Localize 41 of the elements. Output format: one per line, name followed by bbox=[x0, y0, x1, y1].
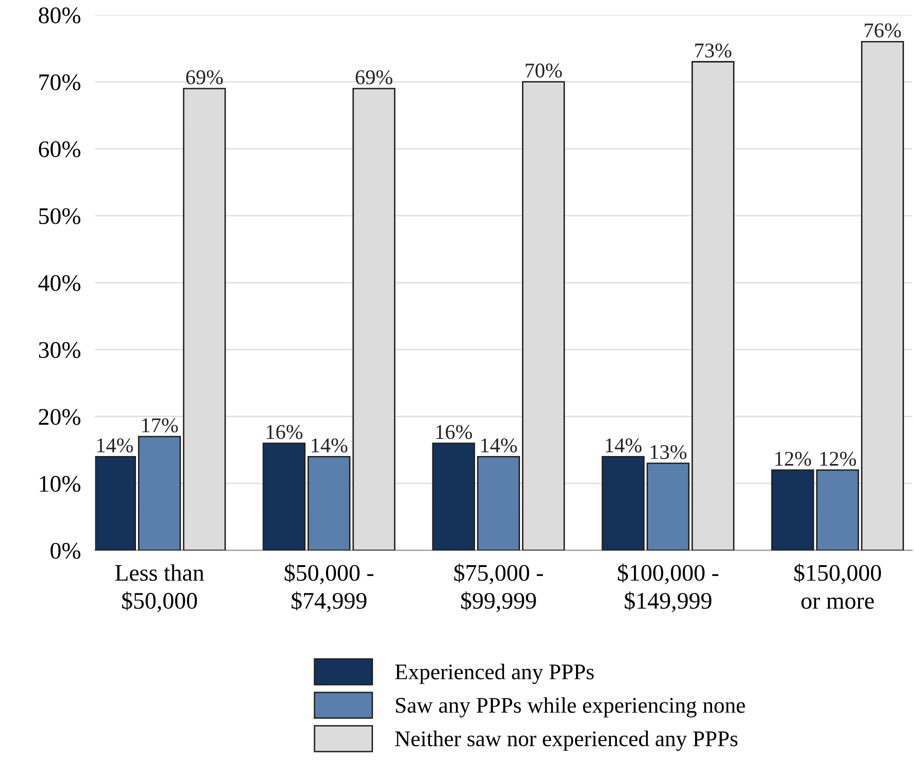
bar bbox=[138, 436, 181, 550]
text: 13% bbox=[650, 445, 686, 460]
text: 16% bbox=[436, 424, 472, 440]
x-tick-label: $50,000 - $74,999 bbox=[284, 564, 374, 612]
text: 12% bbox=[775, 452, 812, 466]
y-tick-label: 10% bbox=[40, 476, 80, 492]
text: 16% bbox=[266, 424, 302, 440]
text: 14% bbox=[97, 438, 133, 452]
bar bbox=[646, 462, 690, 550]
x-tick-label: $75,000 - $99,999 bbox=[454, 564, 543, 612]
x-tick-label: $100,000 - $149,999 bbox=[618, 564, 718, 612]
legend-label: Neither saw nor experienced any PPPs bbox=[395, 730, 738, 751]
text: 73% bbox=[695, 43, 732, 58]
bar bbox=[602, 456, 645, 550]
text: 70% bbox=[526, 64, 562, 78]
legend-label: Saw any PPPs while experiencing none bbox=[396, 697, 745, 718]
y-tick-label: 60% bbox=[38, 141, 80, 158]
x-tick-label: $150,000 or more bbox=[794, 564, 881, 609]
bar bbox=[308, 456, 350, 550]
text: 17% bbox=[142, 418, 178, 432]
y-tick-label: 80% bbox=[38, 7, 80, 24]
y-tick-label: 20% bbox=[38, 408, 80, 425]
bar bbox=[477, 456, 520, 550]
y-tick-label: 70% bbox=[39, 74, 80, 90]
y-tick-label: 0% bbox=[50, 542, 80, 559]
text: 12% bbox=[820, 452, 856, 466]
text: 69% bbox=[186, 70, 223, 84]
bar bbox=[432, 442, 476, 550]
bar bbox=[771, 469, 814, 550]
legend-label: Experienced any PPPs bbox=[395, 664, 594, 684]
text: 69% bbox=[356, 70, 392, 84]
bar bbox=[262, 442, 306, 550]
y-tick-label: 50% bbox=[39, 208, 80, 224]
y-tick-label: 30% bbox=[39, 342, 80, 358]
x-tick-label: Less than $50,000 bbox=[115, 564, 204, 612]
text: 14% bbox=[312, 438, 348, 452]
bar bbox=[816, 469, 860, 550]
text: 14% bbox=[606, 438, 642, 452]
y-tick-label: 40% bbox=[38, 275, 80, 292]
text: 76% bbox=[864, 23, 901, 38]
text: 14% bbox=[481, 438, 517, 452]
